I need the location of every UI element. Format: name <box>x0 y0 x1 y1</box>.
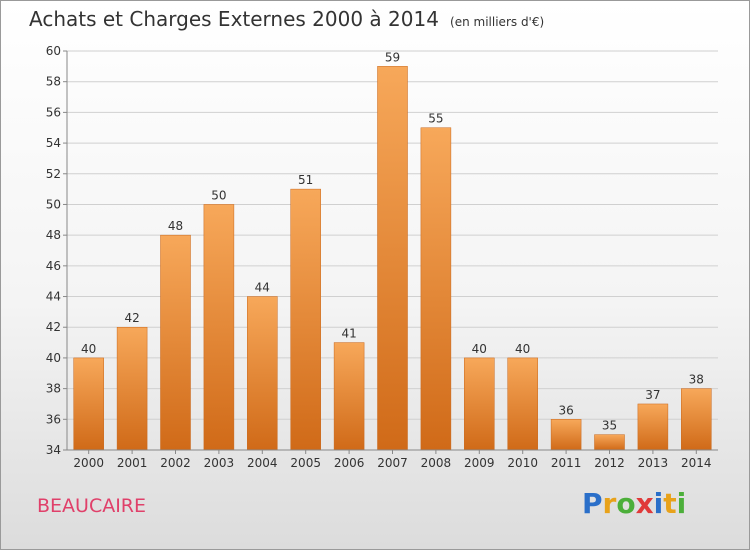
logo-letter: P <box>582 487 603 520</box>
data-label: 44 <box>255 281 270 295</box>
data-label: 40 <box>81 342 96 356</box>
data-label: 38 <box>689 373 704 387</box>
bar-2001 <box>116 326 148 451</box>
y-tick-label: 58 <box>46 75 61 89</box>
chart-title: Achats et Charges Externes 2000 à 2014 <box>29 7 439 31</box>
bar-2003 <box>203 204 235 451</box>
y-tick-label: 60 <box>46 44 61 58</box>
x-tick-label: 2011 <box>551 456 582 470</box>
bar-2013 <box>637 403 669 451</box>
x-tick-label: 2005 <box>290 456 321 470</box>
x-tick-label: 2000 <box>73 456 104 470</box>
y-tick-label: 40 <box>46 351 61 365</box>
y-tick-label: 38 <box>46 382 61 396</box>
bar-2005 <box>290 188 321 451</box>
bar-2009 <box>464 357 495 451</box>
x-tick-label: 2001 <box>117 456 148 470</box>
y-tick-label: 34 <box>46 443 61 457</box>
y-tick-label: 52 <box>46 167 61 181</box>
data-label: 50 <box>211 188 226 202</box>
data-label: 40 <box>472 342 487 356</box>
data-label: 51 <box>298 173 313 187</box>
bar-2012 <box>594 434 625 451</box>
logo-letter: o <box>616 487 636 520</box>
bar-2011 <box>550 419 582 451</box>
y-tick-label: 36 <box>46 412 61 426</box>
bar-2000 <box>73 357 104 451</box>
y-tick-label: 56 <box>46 105 61 119</box>
x-tick-label: 2004 <box>247 456 278 470</box>
x-tick-label: 2006 <box>334 456 365 470</box>
logo-letter: i <box>676 487 687 520</box>
title-row: Achats et Charges Externes 2000 à 2014 (… <box>29 7 544 31</box>
data-label: 55 <box>428 112 443 126</box>
bar-2004 <box>247 296 278 451</box>
bar-2010 <box>507 357 538 451</box>
bar-2008 <box>420 127 452 451</box>
data-label: 37 <box>645 388 660 402</box>
x-tick-label: 2002 <box>160 456 191 470</box>
data-label: 35 <box>602 419 617 433</box>
data-label: 40 <box>515 342 530 356</box>
x-tick-label: 2007 <box>377 456 408 470</box>
bar-2007 <box>377 66 408 451</box>
bar-2002 <box>160 234 191 451</box>
logo-letter: i <box>653 487 664 520</box>
y-tick-label: 42 <box>46 320 61 334</box>
x-tick-label: 2009 <box>464 456 495 470</box>
x-tick-label: 2012 <box>594 456 625 470</box>
data-label: 59 <box>385 50 400 64</box>
x-tick-label: 2014 <box>681 456 712 470</box>
logo-letter: t <box>663 487 677 520</box>
y-tick-label: 50 <box>46 197 61 211</box>
chart-subtitle: (en milliers d'€) <box>450 15 545 29</box>
x-tick-label: 2008 <box>421 456 452 470</box>
x-tick-label: 2003 <box>204 456 235 470</box>
bar-2014 <box>681 388 712 451</box>
x-tick-label: 2010 <box>507 456 538 470</box>
data-label: 42 <box>124 311 139 325</box>
data-label: 41 <box>341 327 356 341</box>
data-label: 48 <box>168 219 183 233</box>
x-tick-label: 2013 <box>638 456 669 470</box>
bar-2006 <box>333 342 365 451</box>
y-tick-label: 48 <box>46 228 61 242</box>
y-tick-label: 54 <box>46 136 61 150</box>
y-tick-label: 44 <box>46 290 61 304</box>
logo-letter: x <box>635 487 654 520</box>
proxiti-logo: Proxiti <box>582 487 686 520</box>
city-name: BEAUCAIRE <box>37 495 147 517</box>
y-tick-label: 46 <box>46 259 61 273</box>
logo-letter: r <box>602 487 617 520</box>
data-label: 36 <box>558 403 573 417</box>
